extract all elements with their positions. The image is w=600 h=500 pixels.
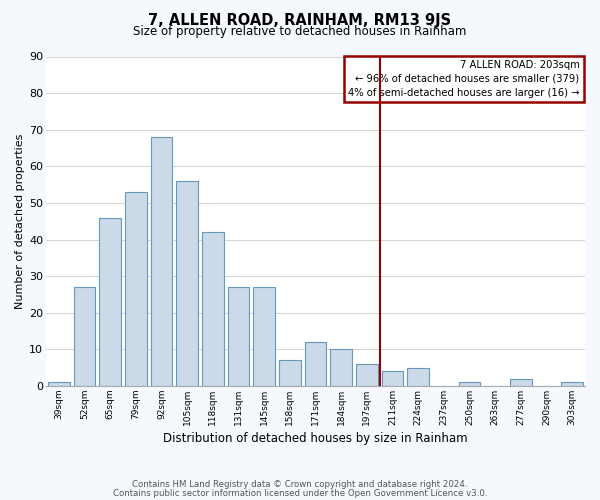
Bar bbox=[561, 382, 583, 386]
Bar bbox=[48, 382, 70, 386]
Text: Contains public sector information licensed under the Open Government Licence v3: Contains public sector information licen… bbox=[113, 489, 487, 498]
Text: 7, ALLEN ROAD, RAINHAM, RM13 9JS: 7, ALLEN ROAD, RAINHAM, RM13 9JS bbox=[148, 12, 452, 28]
Bar bbox=[151, 137, 172, 386]
Text: 7 ALLEN ROAD: 203sqm
← 96% of detached houses are smaller (379)
4% of semi-detac: 7 ALLEN ROAD: 203sqm ← 96% of detached h… bbox=[348, 60, 580, 98]
Y-axis label: Number of detached properties: Number of detached properties bbox=[15, 134, 25, 309]
Bar bbox=[382, 372, 403, 386]
Bar bbox=[125, 192, 147, 386]
Bar bbox=[202, 232, 224, 386]
Bar bbox=[458, 382, 481, 386]
Bar bbox=[510, 378, 532, 386]
Bar bbox=[330, 350, 352, 386]
Bar bbox=[100, 218, 121, 386]
Bar bbox=[305, 342, 326, 386]
Bar bbox=[227, 287, 250, 386]
Bar bbox=[253, 287, 275, 386]
Bar bbox=[407, 368, 429, 386]
Bar bbox=[279, 360, 301, 386]
X-axis label: Distribution of detached houses by size in Rainham: Distribution of detached houses by size … bbox=[163, 432, 468, 445]
Text: Size of property relative to detached houses in Rainham: Size of property relative to detached ho… bbox=[133, 25, 467, 38]
Text: Contains HM Land Registry data © Crown copyright and database right 2024.: Contains HM Land Registry data © Crown c… bbox=[132, 480, 468, 489]
Bar bbox=[74, 287, 95, 386]
Bar bbox=[356, 364, 378, 386]
Bar bbox=[176, 181, 198, 386]
